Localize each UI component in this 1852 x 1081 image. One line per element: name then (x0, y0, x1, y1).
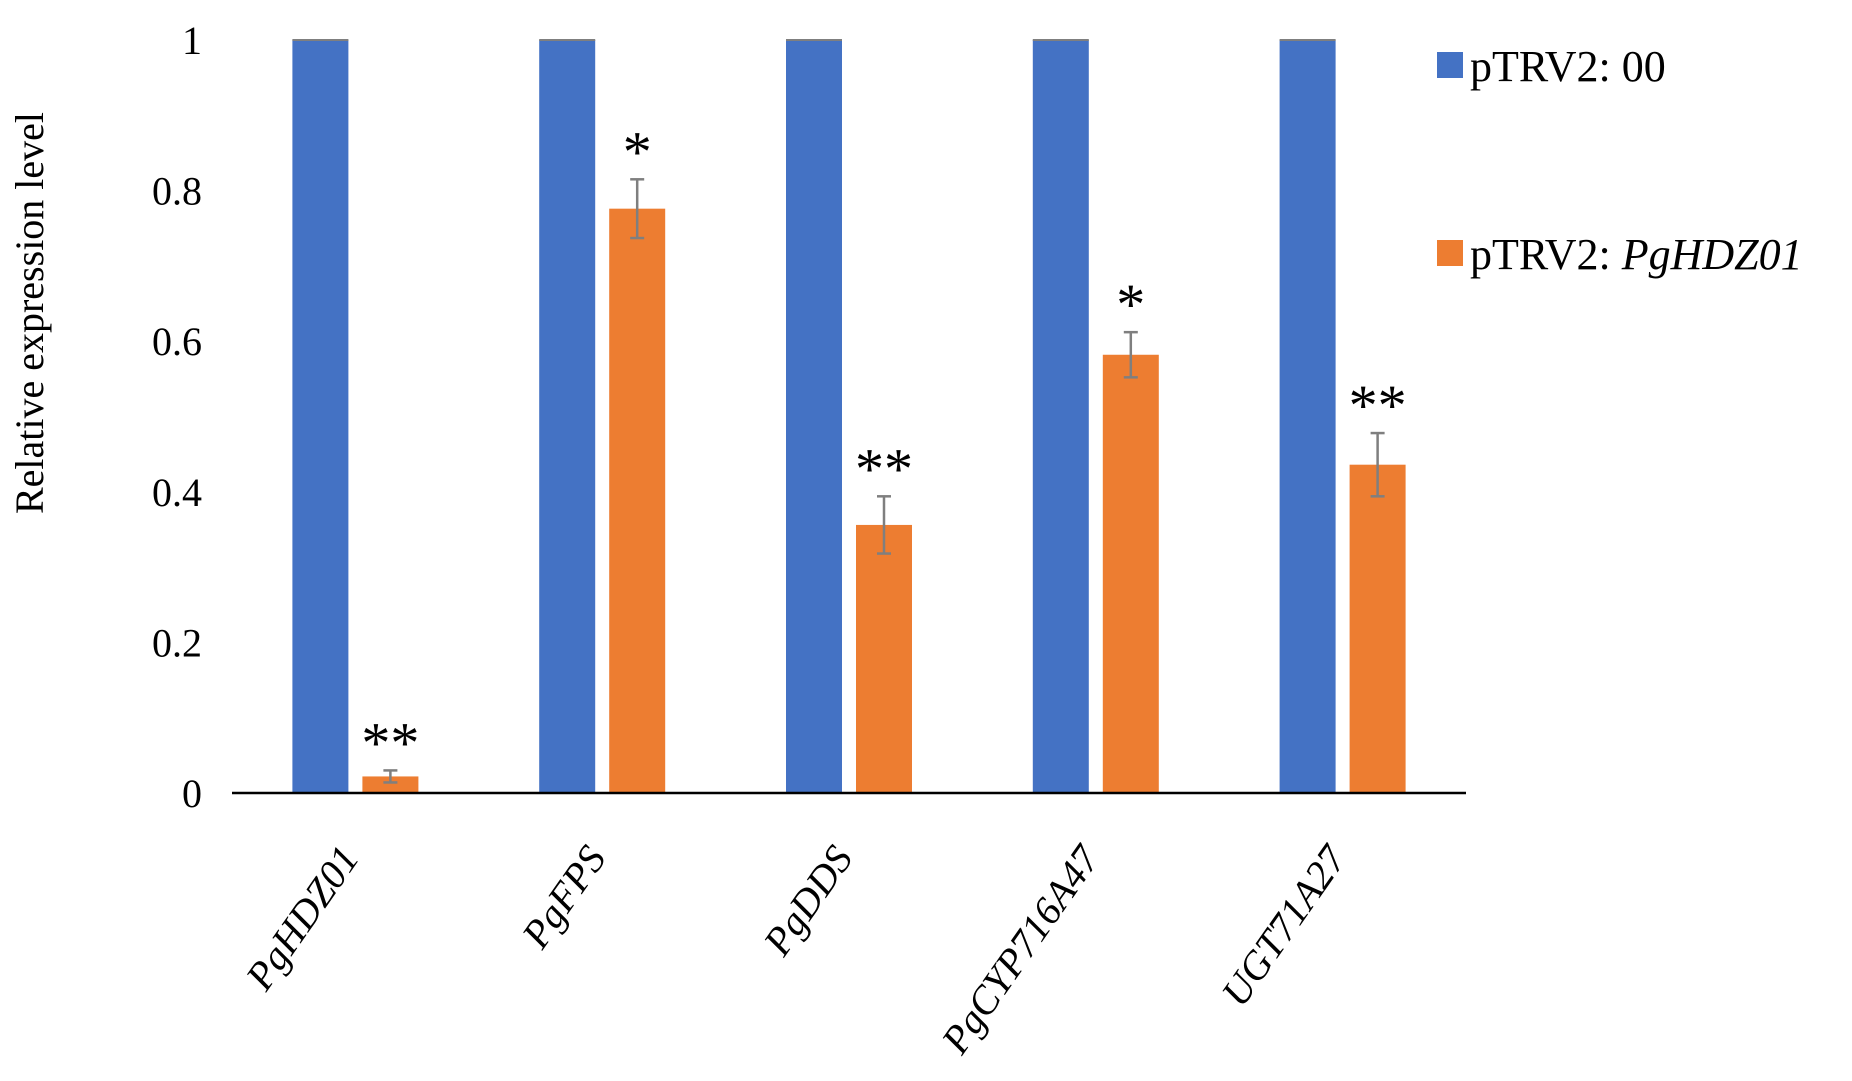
significance-marker: ** (1349, 373, 1407, 438)
y-tick-label: 0.6 (152, 319, 202, 364)
legend-label-prefix: pTRV2: (1470, 230, 1622, 279)
x-tick-label: PgCYP716A47 (932, 836, 1110, 1063)
legend-item: pTRV2: PgHDZ01 (1437, 230, 1803, 279)
y-tick-label: 0.4 (152, 470, 202, 515)
error-bars (292, 39, 1385, 784)
x-axis: PgHDZ01 PgFPS PgDDS PgCYP716A47 UGT71A27 (232, 791, 1466, 1063)
significance-marker: * (1116, 272, 1145, 337)
x-tick-label: PgDDS (754, 837, 862, 964)
legend-item: pTRV2: 00 (1437, 42, 1666, 91)
x-tick-label: PgHDZ01 (236, 837, 368, 998)
bar-silenced (1349, 464, 1406, 793)
error-bar (1123, 330, 1138, 379)
significance-marker: ** (361, 710, 419, 775)
y-tick-label: 0 (182, 771, 202, 816)
bars (292, 40, 1406, 793)
legend-label-gene: PgHDZ01 (1621, 230, 1803, 279)
bar-control (1279, 40, 1336, 793)
legend-label: pTRV2: PgHDZ01 (1470, 230, 1803, 279)
y-axis-title: Relative expression level (7, 112, 52, 514)
legend: pTRV2: 00 pTRV2: PgHDZ01 (1437, 42, 1803, 279)
bar-control (292, 40, 349, 793)
bar-silenced (609, 208, 666, 793)
significance-markers: ******** (361, 119, 1406, 775)
legend-label: pTRV2: 00 (1470, 42, 1666, 91)
error-bar (1370, 431, 1385, 498)
bar-silenced (1102, 354, 1159, 793)
legend-swatch (1437, 52, 1463, 78)
bar-silenced (856, 524, 912, 793)
legend-swatch (1437, 240, 1463, 266)
bar-control (1032, 40, 1089, 793)
x-tick-label: UGT71A27 (1212, 836, 1356, 1015)
significance-marker: * (623, 119, 652, 184)
significance-marker: ** (855, 436, 913, 501)
x-tick-label: PgFPS (512, 837, 614, 956)
y-tick-label: 0.2 (152, 620, 202, 665)
y-tick-label: 1 (182, 18, 202, 63)
error-bar (383, 769, 398, 784)
error-bar (877, 495, 891, 555)
error-bar (630, 178, 645, 240)
bar-control (786, 40, 842, 793)
bar-control (539, 40, 596, 793)
bar-silenced (362, 776, 419, 793)
y-axis: 0 0.2 0.4 0.6 0.8 1 (152, 18, 202, 816)
y-tick-label: 0.8 (152, 169, 202, 214)
